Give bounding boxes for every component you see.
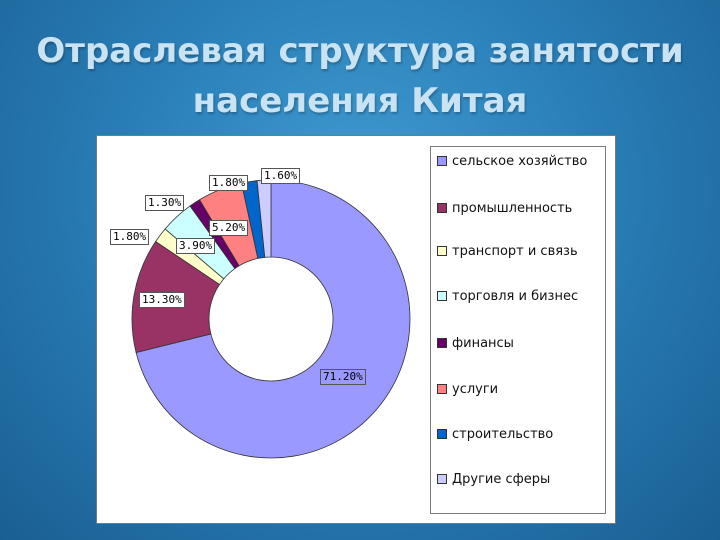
legend-label: промышленность	[452, 201, 573, 216]
legend-label: финансы	[452, 336, 514, 351]
data-label-services: 5.20%	[209, 220, 249, 236]
slide-title: Отраслевая структура занятости населения…	[0, 26, 720, 126]
legend-swatch	[437, 384, 447, 394]
data-label-construction: 1.80%	[209, 175, 249, 191]
data-label-industry: 13.30%	[139, 292, 185, 308]
legend-swatch	[437, 203, 447, 213]
legend-label: Другие сферы	[452, 472, 551, 487]
legend-label: сельское хозяйство	[452, 154, 588, 169]
slide-title-line-1: Отраслевая структура занятости	[36, 31, 684, 71]
slice-agriculture	[135, 179, 411, 459]
legend-swatch	[437, 338, 447, 348]
data-label-other: 1.60%	[261, 168, 301, 184]
legend-swatch	[437, 429, 447, 439]
data-label-trade: 3.90%	[176, 238, 216, 254]
legend-label: транспорт и связь	[452, 244, 578, 259]
data-label-agriculture: 71.20%	[320, 369, 366, 385]
legend-swatch	[437, 474, 447, 484]
slide-title-line-2: населения Китая	[192, 81, 528, 121]
legend-swatch	[437, 246, 447, 256]
legend-label: услуги	[452, 382, 499, 397]
data-label-transport: 1.80%	[110, 229, 150, 245]
data-label-finance: 1.30%	[145, 195, 185, 211]
legend-swatch	[437, 156, 447, 166]
legend-label: строительство	[452, 427, 554, 442]
legend-swatch	[437, 291, 447, 301]
legend-label: торговля и бизнес	[452, 289, 579, 304]
chart-legend: сельское хозяйство промышленность транспор…	[430, 146, 606, 514]
